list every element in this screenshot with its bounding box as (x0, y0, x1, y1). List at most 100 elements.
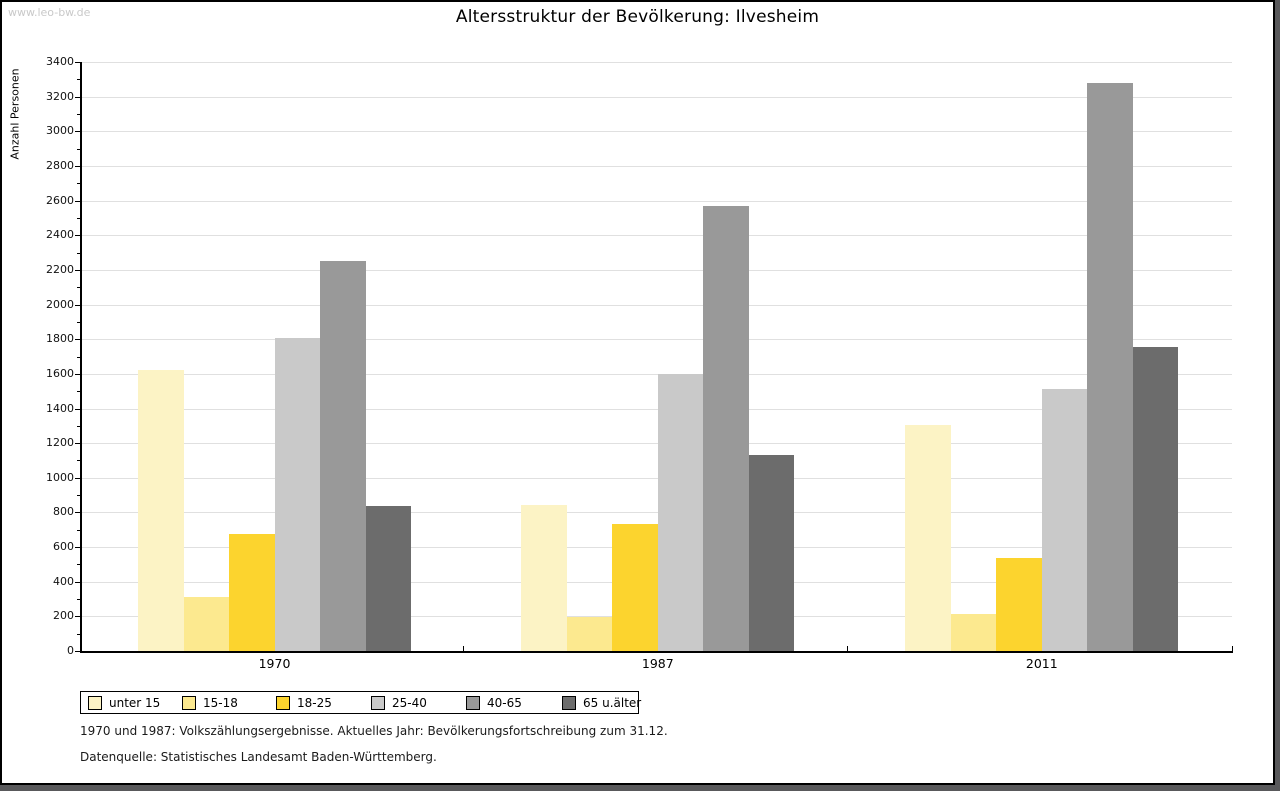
y-tick-2000 (75, 304, 81, 306)
y-tick-label-3000: 3000 (46, 124, 74, 138)
x-boundary-tick-0 (81, 646, 82, 651)
y-tick-label-1200: 1200 (46, 436, 74, 450)
y-tick-label-3400: 3400 (46, 55, 74, 68)
y-tick-label-1000: 1000 (46, 470, 74, 484)
y-tick-1400 (75, 408, 81, 410)
gridline-2800 (81, 165, 1232, 167)
bar-65-u-lter-1970 (365, 505, 411, 651)
x-boundary-tick-2 (847, 646, 849, 651)
legend-label: 40-65 (487, 696, 522, 710)
legend-label: 15-18 (203, 696, 238, 710)
y-tick-label-1400: 1400 (46, 401, 74, 415)
gridline-3400 (81, 62, 1232, 63)
y-minor-tick-2500 (77, 217, 81, 219)
gridline-3200 (81, 96, 1232, 98)
legend-label: 65 u.älter (583, 696, 642, 710)
y-minor-tick-900 (77, 495, 81, 497)
footnote-line-1: 1970 und 1987: Volkszählungsergebnisse. … (80, 724, 668, 738)
x-axis-line (80, 651, 1233, 653)
gridline-3000 (81, 131, 1232, 133)
y-tick-2200 (75, 269, 81, 271)
gridline-2200 (81, 269, 1232, 271)
footnote-line-2: Datenquelle: Statistisches Landesamt Bad… (80, 750, 437, 764)
bar-18-25-1970 (229, 534, 275, 651)
y-minor-tick-2700 (77, 183, 81, 185)
legend-label: 18-25 (297, 696, 332, 710)
bar-unter-15-2011 (905, 424, 951, 651)
bar-65-u-lter-2011 (1132, 347, 1179, 651)
y-axis-line (80, 62, 82, 651)
bar-25-40-1970 (274, 338, 320, 651)
y-tick-3400 (75, 62, 81, 63)
bar-unter-15-1987 (521, 504, 567, 651)
y-tick-label-1800: 1800 (46, 332, 74, 346)
y-tick-label-600: 600 (53, 540, 74, 554)
y-tick-label-0: 0 (67, 644, 74, 657)
y-tick-200 (75, 616, 81, 618)
gridline-1600 (81, 373, 1232, 375)
y-tick-800 (75, 512, 81, 514)
y-tick-1200 (75, 443, 81, 445)
y-tick-1600 (75, 373, 81, 375)
y-tick-label-2200: 2200 (46, 262, 74, 276)
legend-swatch-icon (466, 696, 480, 710)
y-tick-label-3200: 3200 (46, 89, 74, 103)
y-tick-2800 (75, 165, 81, 167)
gridline-2600 (81, 200, 1232, 202)
y-minor-tick-500 (77, 564, 81, 566)
legend-label: unter 15 (109, 696, 161, 710)
y-minor-tick-1100 (77, 460, 81, 462)
gridline-1800 (81, 339, 1232, 341)
y-minor-tick-1500 (77, 391, 81, 393)
y-minor-tick-3300 (77, 79, 81, 81)
gridline-1000 (81, 477, 1232, 479)
x-category-label-1970: 1970 (258, 656, 291, 671)
legend-swatch-icon (88, 696, 102, 710)
y-tick-400 (75, 581, 81, 583)
legend: unter 15 15-18 18-25 25-40 40-65 65 u.älter (80, 691, 642, 714)
y-tick-1000 (75, 477, 81, 479)
legend-swatch-icon (562, 696, 576, 710)
bar-25-40-2011 (1041, 389, 1088, 651)
bar-15-18-2011 (950, 613, 997, 651)
y-minor-tick-3100 (77, 114, 81, 115)
gridline-1200 (81, 443, 1232, 445)
bar-unter-15-1970 (138, 369, 184, 651)
y-tick-label-2600: 2600 (46, 193, 74, 207)
y-minor-tick-1700 (77, 356, 81, 358)
y-tick-label-2000: 2000 (46, 297, 74, 311)
gridline-800 (81, 512, 1232, 514)
x-category-label-2011: 2011 (1025, 656, 1058, 671)
y-tick-600 (75, 547, 81, 549)
x-boundary-tick-1 (462, 646, 464, 651)
gridline-1400 (81, 408, 1232, 410)
bar-40-65-2011 (1087, 82, 1133, 651)
bar-15-18-1987 (566, 617, 613, 651)
legend-label: 25-40 (392, 696, 427, 710)
bar-15-18-1970 (183, 597, 229, 651)
y-minor-tick-300 (77, 599, 81, 600)
bar-65-u-lter-1987 (748, 455, 795, 651)
bar-40-65-1970 (320, 261, 366, 651)
chart-title: Altersstruktur der Bevölkerung: Ilveshei… (455, 7, 820, 27)
legend-swatch-icon (371, 696, 385, 710)
y-tick-label-2400: 2400 (46, 228, 74, 242)
legend-swatch-icon (276, 696, 290, 710)
y-minor-tick-1300 (77, 425, 81, 427)
y-minor-tick-2300 (77, 252, 81, 254)
y-tick-label-1600: 1600 (46, 366, 74, 380)
bar-18-25-1987 (612, 523, 658, 651)
bar-25-40-1987 (657, 373, 704, 651)
y-tick-label-2800: 2800 (46, 158, 74, 172)
y-minor-tick-100 (77, 633, 81, 635)
y-minor-tick-2100 (77, 287, 81, 289)
y-tick-label-200: 200 (53, 609, 74, 623)
x-category-label-1987: 1987 (641, 656, 674, 671)
gridline-2000 (81, 304, 1232, 306)
x-boundary-tick-3 (1232, 646, 1233, 651)
bar-40-65-1987 (703, 205, 749, 651)
bar-18-25-2011 (996, 558, 1042, 651)
gridline-2400 (81, 235, 1232, 237)
